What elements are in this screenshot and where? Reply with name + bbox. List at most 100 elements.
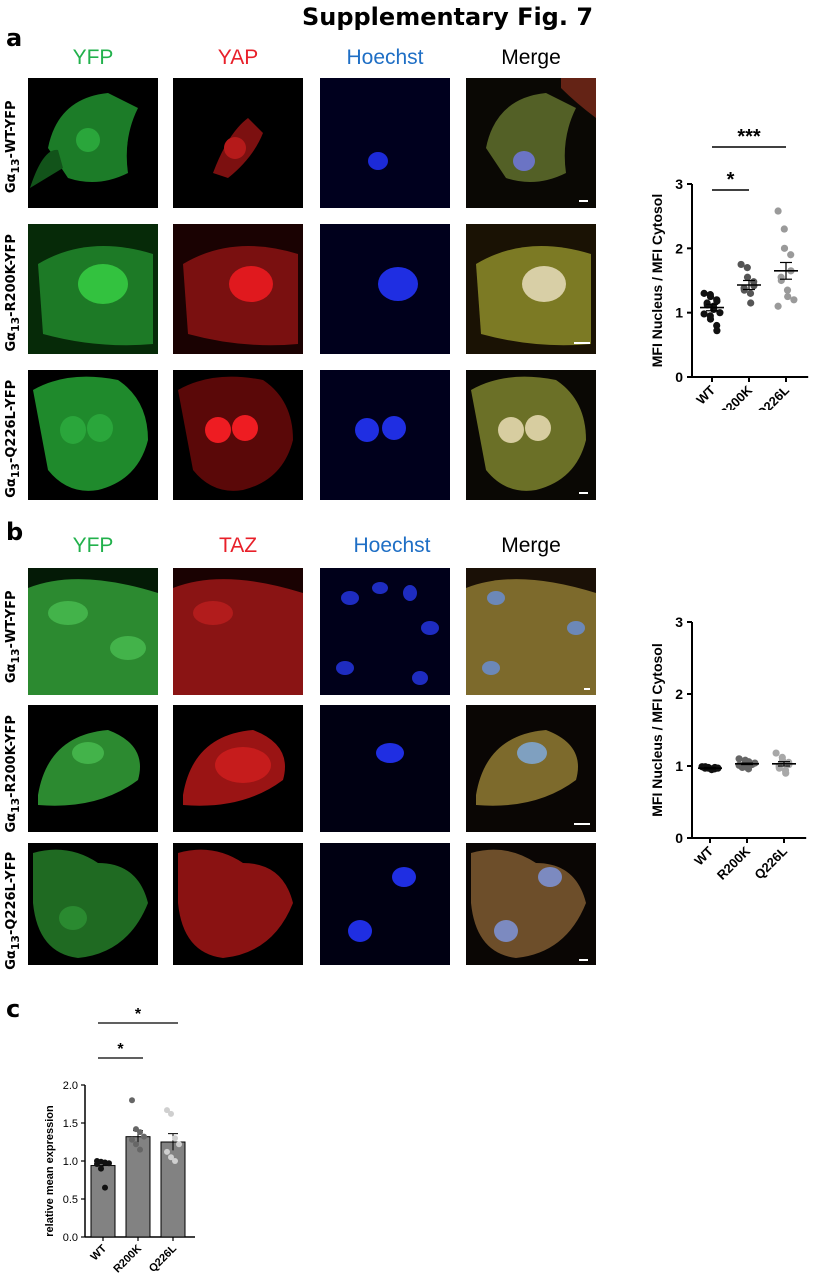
panel-a-channel-yap: YAP xyxy=(217,46,259,69)
data-point xyxy=(780,244,789,252)
panel-b-wt-hoechst-image xyxy=(320,568,450,695)
panel-b-row-label-q226l: Gα13-Q226L-YFP xyxy=(4,851,22,970)
y-tick-label: 0 xyxy=(675,369,683,385)
panel-b-q226l-taz-image xyxy=(173,843,303,965)
y-tick-label: 0.5 xyxy=(63,1194,78,1206)
panel-a-row-label-wt: Gα13-WT-YFP xyxy=(4,100,22,194)
data-point xyxy=(713,327,721,335)
panel-b-chart: 0 1 2 3 MFI Nucleus / MFI Cytosol WTR200KQ226… xyxy=(649,614,807,883)
data-point xyxy=(168,1110,174,1117)
x-tick-label: WT xyxy=(693,382,718,407)
panel-a-r200k-yfp-image xyxy=(28,224,158,354)
panel-b-wt-taz-image xyxy=(173,568,303,695)
panel-a-q226l-hoechst-image xyxy=(320,370,450,500)
y-tick-label: 0 xyxy=(675,830,683,846)
data-point xyxy=(790,296,798,304)
panel-a-wt-merge-image xyxy=(466,78,596,208)
panel-a-channel-merge: Merge xyxy=(501,46,561,69)
data-point xyxy=(716,309,724,317)
panel-a-q226l-yfp-image xyxy=(28,370,158,500)
data-point xyxy=(137,1146,143,1153)
panel-b-row-label-wt: Gα13-WT-YFP xyxy=(4,590,22,684)
data-point xyxy=(740,286,748,294)
data-point xyxy=(737,260,745,269)
y-axis-label: relative mean expression xyxy=(44,1105,56,1237)
x-tick-label: WT xyxy=(691,843,716,868)
x-tick-label: R200K xyxy=(716,382,756,410)
panel-c-letter: c xyxy=(6,995,21,1023)
data-point xyxy=(743,264,751,272)
y-tick-label: 1 xyxy=(675,305,683,321)
data-point xyxy=(783,286,792,294)
data-point xyxy=(743,273,752,281)
data-point xyxy=(746,289,755,297)
data-point xyxy=(172,1158,178,1164)
panel-b-letter: b xyxy=(6,518,24,546)
data-point xyxy=(102,1184,108,1191)
significance-label: * xyxy=(135,1006,142,1023)
panel-c-chart: 0.0 0.5 1.0 1.5 2.0 relative mean expression W… xyxy=(44,1006,195,1275)
y-tick-label: 1.5 xyxy=(63,1118,78,1130)
panel-a-wt-hoechst-image xyxy=(320,78,450,208)
panel-a-r200k-merge-image xyxy=(466,224,596,354)
panel-b-wt-yfp-image xyxy=(28,568,158,695)
y-tick-label: 0.0 xyxy=(63,1232,78,1244)
panel-a-channel-hoechst: Hoechst xyxy=(346,46,424,69)
data-point xyxy=(141,1133,147,1140)
panel-b-wt-merge-image xyxy=(466,568,596,695)
data-point xyxy=(772,749,780,757)
panel-a-row-label-r200k: Gα13-R200K-YFP xyxy=(4,234,22,352)
data-point xyxy=(700,310,708,318)
data-point xyxy=(735,755,743,763)
data-point xyxy=(164,1107,170,1114)
data-point xyxy=(706,292,715,301)
panel-a-q226l-yap-image xyxy=(173,370,303,500)
data-point xyxy=(172,1135,178,1142)
panel-b-r200k-merge-image xyxy=(466,705,596,832)
x-tick-label: R200K xyxy=(111,1243,144,1275)
panel-a-q226l-merge-image xyxy=(466,370,596,500)
y-axis-label: MFI Nucleus / MFI Cytosol xyxy=(649,194,665,367)
y-tick-label: 2 xyxy=(675,686,683,702)
data-point xyxy=(787,251,795,259)
y-tick-label: 3 xyxy=(675,614,683,630)
data-point xyxy=(176,1141,182,1148)
panel-a-r200k-yap-image xyxy=(173,224,303,354)
panel-b-q226l-merge-image xyxy=(466,843,596,965)
panel-b-r200k-yfp-image xyxy=(28,705,158,832)
data-point xyxy=(129,1097,135,1104)
data-point xyxy=(782,769,790,777)
panel-a-channel-yfp: YFP xyxy=(72,46,114,69)
panel-a-r200k-hoechst-image xyxy=(320,224,450,354)
data-point xyxy=(784,292,792,301)
y-tick-label: 2 xyxy=(675,240,683,256)
panel-b-row-label-r200k: Gα13-R200K-YFP xyxy=(4,715,22,833)
x-tick-label: WT xyxy=(89,1242,110,1263)
data-point xyxy=(747,299,755,307)
y-tick-label: 1 xyxy=(675,758,683,774)
panel-a-row-label-q226l: Gα13-Q226L-YFP xyxy=(4,379,22,498)
x-tick-label: R200K xyxy=(714,843,754,883)
data-point xyxy=(780,225,788,233)
data-point xyxy=(777,276,785,285)
panel-b-q226l-hoechst-image xyxy=(320,843,450,965)
panel-a-wt-yfp-image xyxy=(28,78,158,208)
panel-b-channel-merge: Merge xyxy=(501,534,561,557)
x-tick-label: Q226L xyxy=(753,382,792,410)
data-point xyxy=(774,302,782,310)
data-point xyxy=(133,1141,139,1148)
panel-b-q226l-yfp-image xyxy=(28,843,158,965)
data-point xyxy=(94,1161,100,1168)
significance-label: * xyxy=(727,169,735,191)
figure-title: Supplementary Fig. 7 xyxy=(301,3,594,31)
data-point xyxy=(713,321,721,330)
bar xyxy=(90,1165,116,1238)
y-tick-label: 3 xyxy=(675,176,683,192)
data-point xyxy=(700,289,708,297)
panel-a-chart: 0 1 2 3 MFI Nucleus / MFI Cytosol WTR200KQ226… xyxy=(649,126,809,410)
data-point xyxy=(98,1165,104,1172)
y-tick-label: 1.0 xyxy=(63,1156,78,1168)
significance-label: *** xyxy=(737,126,761,148)
data-point xyxy=(168,1154,174,1161)
y-axis-label: MFI Nucleus / MFI Cytosol xyxy=(649,643,665,816)
